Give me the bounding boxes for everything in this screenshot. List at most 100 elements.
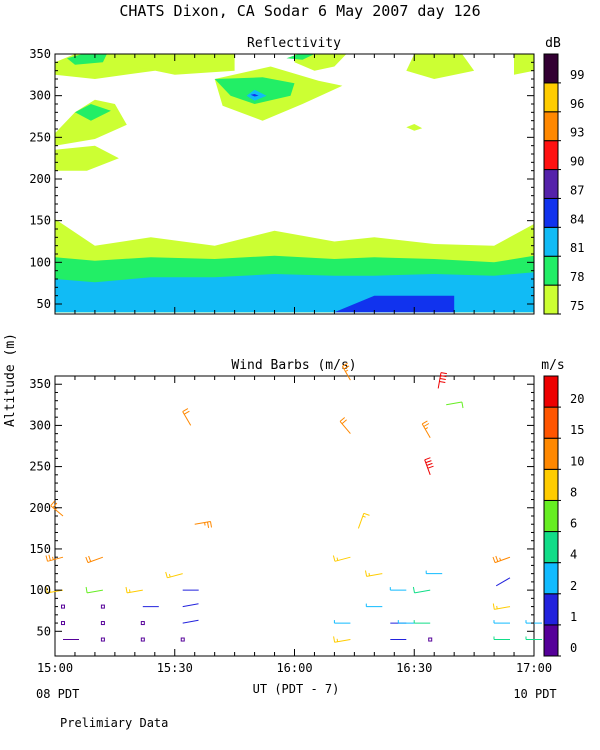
colorbar-label: 4 — [570, 548, 577, 562]
wind-barb — [397, 620, 415, 624]
wind-barb — [421, 420, 431, 439]
footer-note: Prelimiary Data — [60, 716, 168, 730]
colorbar-label: 15 — [570, 423, 584, 437]
colorbar-swatch — [543, 375, 559, 408]
wind-colorbar: 0 1 2 4 6 8 10 15 20 — [543, 375, 584, 657]
wind-barb — [165, 571, 183, 579]
y-tick-label: 150 — [29, 214, 51, 228]
wind-barb — [182, 408, 192, 426]
reflectivity-patch-78 — [75, 104, 111, 121]
colorbar-label: 0 — [570, 641, 577, 655]
wind-barb — [332, 555, 351, 562]
colorbar-swatch — [543, 624, 559, 657]
colorbar-swatch — [543, 197, 559, 228]
x-tick-label: 17:00 — [516, 661, 552, 675]
x-axis-label: UT (PDT - 7) — [253, 682, 340, 696]
colorbar-label: 96 — [570, 97, 584, 111]
colorbar-label: 99 — [570, 68, 584, 82]
reflectivity-patch-75 — [406, 124, 423, 131]
y-tick-label: 250 — [29, 130, 51, 144]
colorbar-label: 75 — [570, 299, 584, 313]
reflectivity-unit: dB — [545, 36, 561, 51]
wind-barb — [425, 570, 443, 575]
wind-unit: m/s — [541, 358, 564, 373]
wind-barb-calm — [100, 604, 105, 609]
reflectivity-patch-75 — [55, 145, 119, 171]
x-tick-label: 16:00 — [276, 661, 312, 675]
reflectivity-colorbar: 75 78 81 84 87 90 93 96 99 — [543, 53, 584, 315]
wind-barb — [85, 555, 104, 564]
colorbar-label: 87 — [570, 183, 584, 197]
reflectivity-patch-78 — [67, 54, 107, 65]
reflectivity-patch-78 — [286, 54, 315, 60]
colorbar-label: 2 — [570, 579, 577, 593]
wind-plot-frame — [54, 375, 535, 657]
y-tick-label: 100 — [29, 583, 51, 597]
reflectivity-title: Reflectivity — [247, 36, 341, 51]
colorbar-swatch — [543, 53, 559, 84]
colorbar-label: 78 — [570, 270, 584, 284]
wind-barb — [446, 401, 464, 409]
wind-barb — [357, 512, 370, 529]
x-right-note: 10 PDT — [513, 687, 556, 701]
x-tick-label: 16:30 — [396, 661, 432, 675]
colorbar-label: 6 — [570, 517, 577, 531]
reflectivity-patch-75 — [514, 54, 534, 75]
colorbar-label: 8 — [570, 485, 577, 499]
y-tick-label: 200 — [29, 501, 51, 515]
colorbar-swatch — [543, 140, 559, 171]
reflectivity-patch-84 — [250, 94, 259, 97]
wind-barb — [493, 636, 510, 640]
wind-barb-calm — [140, 637, 145, 642]
y-tick-label: 200 — [29, 172, 51, 186]
y-axis-label: Altitude (m) — [3, 333, 18, 427]
colorbar-label: 1 — [570, 610, 577, 624]
colorbar-swatch — [543, 531, 559, 564]
colorbar-swatch — [543, 255, 559, 286]
wind-barb — [389, 587, 407, 591]
x-left-note: 08 PDT — [36, 687, 79, 701]
wind-barb — [365, 570, 383, 577]
wind-barb — [339, 417, 351, 434]
reflectivity-band-84 — [334, 295, 455, 313]
wind-barb — [333, 620, 351, 624]
colorbar-swatch — [543, 437, 559, 470]
wind-barb-calm — [60, 621, 65, 626]
colorbar-swatch — [543, 406, 559, 439]
colorbar-swatch — [543, 284, 559, 315]
wind-barb — [424, 457, 434, 475]
colorbar-label: 90 — [570, 155, 584, 169]
wind-barb — [437, 372, 447, 389]
wind-barb — [525, 636, 542, 640]
wind-barb — [182, 619, 199, 624]
y-tick-label: 100 — [29, 255, 51, 269]
colorbar-label: 10 — [570, 454, 584, 468]
colorbar-label: 20 — [570, 392, 584, 406]
wind-barb — [125, 586, 143, 594]
colorbar-swatch — [543, 111, 559, 142]
colorbar-swatch — [543, 499, 559, 533]
wind-barb-calm — [428, 637, 433, 642]
wind-barb-calm — [100, 637, 105, 642]
reflectivity-axes: 50 100 150 200 250 300 350 — [29, 47, 535, 314]
wind-barb-calm — [60, 604, 65, 609]
wind-barb — [333, 636, 351, 643]
wind-barb — [194, 521, 212, 528]
wind-barb — [341, 362, 351, 381]
wind-barb — [493, 620, 510, 624]
wind-axes: 15:00 15:30 16:00 16:30 17:00 50 100 150 200 250 3… — [29, 375, 552, 675]
x-tick-label: 15:30 — [157, 661, 193, 675]
figure-title: CHATS Dixon, CA Sodar 6 May 2007 day 126 — [119, 2, 480, 20]
wind-barb-calm — [180, 637, 185, 642]
reflectivity-patch-75 — [114, 54, 235, 75]
colorbar-swatch — [543, 468, 559, 501]
colorbar-swatch — [543, 226, 559, 257]
wind-barb — [182, 603, 199, 608]
y-tick-label: 250 — [29, 460, 51, 474]
wind-barb — [492, 603, 511, 610]
colorbar-swatch — [543, 82, 559, 113]
colorbar-label: 93 — [570, 126, 584, 140]
y-tick-label: 150 — [29, 542, 51, 556]
colorbar-swatch — [543, 562, 559, 595]
